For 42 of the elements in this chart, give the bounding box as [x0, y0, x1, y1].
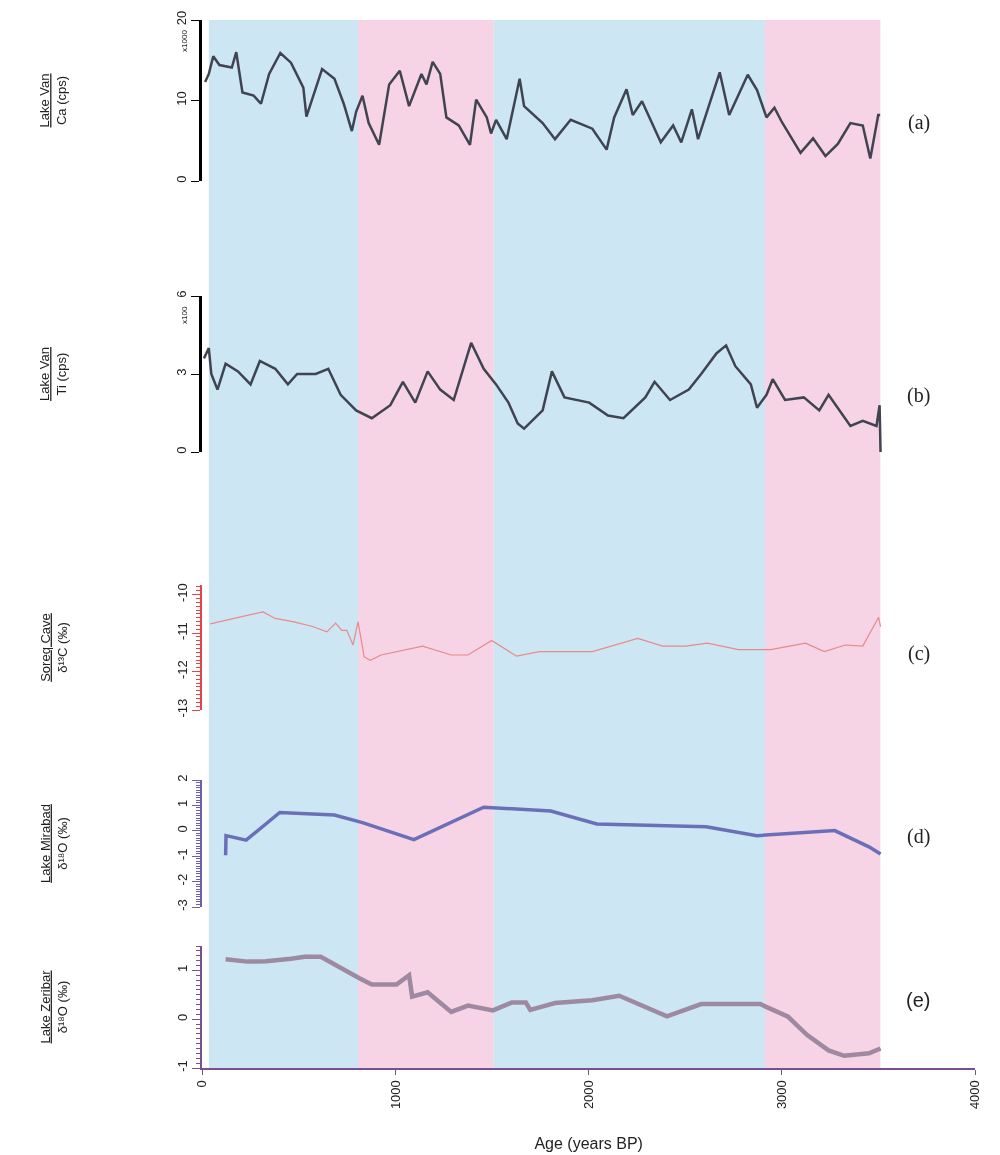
y-tick-label: -10 — [175, 583, 191, 603]
y-axis-title: Lake Van Ca (cps) — [37, 73, 70, 128]
x-tick-label: 3000 — [774, 1080, 790, 1110]
y-tick-label: 0 — [175, 825, 191, 833]
y-axis-title: Lake Mirabad δ¹⁸O (‰) — [37, 804, 70, 883]
y-tick-label: -13 — [175, 698, 191, 718]
y-tick-label: -12 — [175, 660, 191, 679]
annotation: (c) — [908, 642, 931, 665]
y-tick-label: 10 — [174, 91, 190, 106]
y-axis-title: Lake Van Ti (cps) — [37, 347, 70, 401]
y-tick-label: 0 — [174, 446, 190, 454]
y-tick-label: -1 — [175, 848, 191, 861]
y-tick-label: -1 — [175, 1060, 191, 1072]
y-tick-label: 2 — [175, 774, 191, 782]
y-tick-label: 1 — [175, 799, 191, 808]
x-tick-label: 2000 — [580, 1080, 596, 1110]
x-tick-label: 4000 — [967, 1080, 983, 1110]
y-tick-label: 3 — [174, 368, 190, 376]
y-axis-title: Soreq Cave δ¹³C (‰) — [37, 613, 70, 682]
x-tick-label: 0 — [194, 1080, 210, 1088]
y-tick-label: -2 — [175, 873, 191, 886]
y-tick-label: -11 — [175, 622, 191, 641]
annotation: (e) — [906, 989, 931, 1011]
annotation: (a) — [908, 111, 931, 134]
y-axis-title: Lake Zeribar δ¹⁸O (‰) — [37, 969, 70, 1044]
line-series — [202, 341, 882, 452]
y-tick-label: 0 — [175, 1013, 191, 1021]
y-tick-label: 6 — [174, 290, 190, 298]
annotation: (d) — [907, 825, 931, 848]
y-tick-label: 0 — [174, 175, 190, 183]
line-series — [223, 805, 883, 857]
x-tick-label: 1000 — [387, 1080, 403, 1110]
y-tick-label: -3 — [175, 899, 191, 911]
line-series — [223, 954, 883, 1059]
annotation: (b) — [907, 384, 931, 407]
x-axis-title: Age (years BP) — [534, 1135, 643, 1153]
text: x1000 — [179, 29, 189, 52]
text: x100 — [179, 306, 189, 324]
line-series — [203, 50, 882, 160]
y-tick-label: 20 — [174, 10, 190, 26]
line-series — [209, 611, 882, 661]
y-tick-label: 1 — [175, 964, 191, 973]
